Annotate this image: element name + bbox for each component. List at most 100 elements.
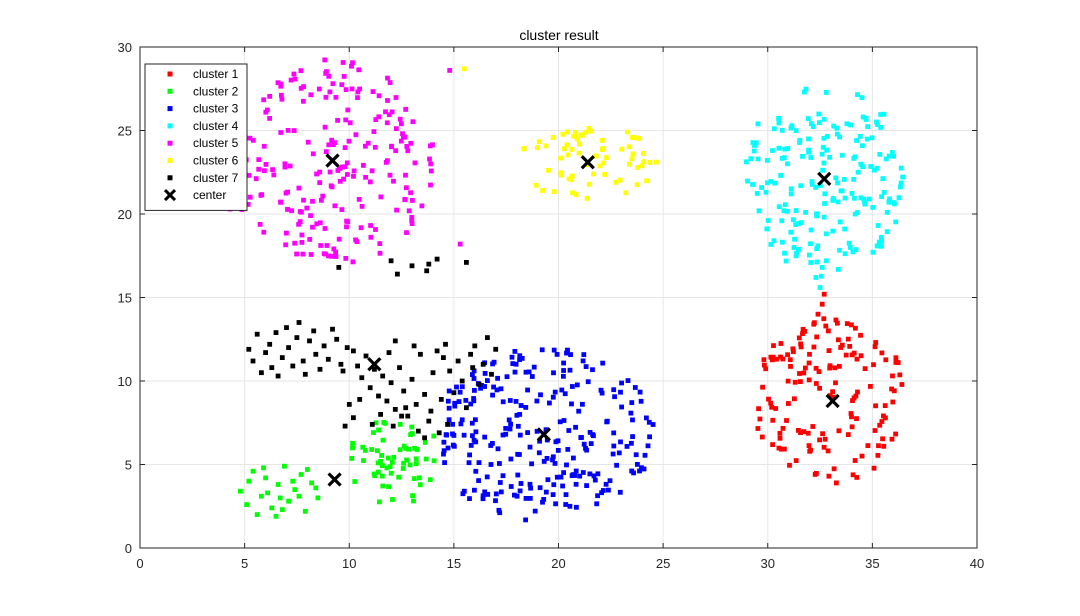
cluster-5-point	[329, 253, 334, 259]
cluster-5-point	[428, 161, 434, 167]
cluster-3-point	[469, 420, 475, 426]
cluster-2-point	[350, 445, 355, 451]
cluster-4-point	[765, 180, 770, 186]
cluster-2-point	[407, 462, 413, 468]
cluster-4-point	[793, 128, 799, 133]
legend-item-cluster-6[interactable]: cluster 6	[167, 154, 239, 168]
cluster-3-point	[554, 474, 560, 480]
cluster-3-point	[472, 388, 477, 393]
cluster-4-point	[810, 124, 816, 129]
legend-item-cluster-4[interactable]: cluster 4	[167, 119, 239, 133]
legend-item-cluster-7[interactable]: cluster 7	[167, 171, 239, 185]
cluster-4-point	[865, 124, 871, 129]
cluster-4-point	[878, 112, 884, 117]
cluster-5-point	[284, 230, 289, 236]
cluster-3-point	[635, 462, 640, 467]
cluster-1-point	[872, 344, 878, 350]
cluster-2-point	[388, 470, 394, 476]
cluster-5-point	[365, 140, 371, 146]
cluster-5-point	[292, 76, 298, 82]
cluster-4-point	[821, 214, 827, 220]
cluster-7-point	[436, 430, 442, 436]
cluster-3-point	[495, 446, 501, 452]
cluster-4-point	[824, 147, 830, 153]
cluster-4-point	[875, 122, 880, 127]
cluster-5-point	[363, 174, 368, 180]
cluster-5-point	[377, 241, 383, 246]
cluster-1-point	[806, 377, 812, 383]
cluster-5-point	[294, 251, 299, 257]
cluster-5-point	[351, 173, 356, 179]
cluster-4-point	[898, 165, 904, 171]
cluster-7-point	[336, 265, 342, 270]
cluster-4-point	[874, 243, 880, 249]
cluster-3-point	[650, 422, 656, 427]
cluster-5-point	[282, 164, 288, 170]
cluster-3-point	[606, 487, 611, 493]
cluster-3-point	[525, 430, 530, 435]
cluster-5-point	[308, 92, 314, 98]
legend[interactable]: cluster 1 cluster 2 cluster 3 cluster 4 clus…	[144, 63, 248, 211]
legend-item-center[interactable]: center	[163, 188, 226, 202]
cluster-3-point	[618, 439, 623, 445]
cluster-4-point	[776, 120, 782, 126]
cluster-1-point	[893, 355, 899, 361]
cluster-2-point	[373, 420, 379, 426]
cluster-3-point	[507, 398, 513, 403]
cluster-3-point	[441, 451, 446, 457]
legend-item-cluster-1[interactable]: cluster 1	[167, 67, 239, 81]
cluster-6-point	[580, 132, 585, 138]
cluster-1-point	[868, 384, 873, 389]
cluster-7-point	[330, 326, 335, 332]
cluster-1-point	[897, 372, 903, 378]
cluster-3-point	[599, 390, 605, 396]
cluster-2-point	[313, 485, 319, 491]
cluster-1-point	[881, 443, 887, 449]
cluster-6-point	[601, 160, 606, 166]
cluster-2-point	[406, 446, 412, 452]
cluster-4-point	[768, 242, 774, 247]
cluster-4-point	[835, 199, 841, 205]
legend-label: cluster 1	[193, 67, 239, 81]
cluster-5-point	[403, 172, 408, 178]
cluster-5-point	[410, 119, 416, 125]
cluster-1-point	[817, 385, 822, 391]
cluster-3-point	[563, 492, 569, 497]
cluster-7-point	[428, 408, 434, 414]
cluster-4-point	[817, 285, 823, 290]
cluster-1-point	[774, 356, 779, 362]
cluster-3-point	[523, 369, 529, 375]
cluster-4-point	[776, 116, 781, 121]
cluster-1-point	[854, 475, 860, 480]
cluster-5-point	[279, 96, 285, 102]
cluster-5-point	[322, 57, 328, 63]
legend-item-cluster-5[interactable]: cluster 5	[167, 136, 239, 150]
cluster-7-point	[395, 271, 400, 277]
cluster-3-point	[644, 415, 649, 421]
cluster-4-point	[866, 196, 872, 202]
cluster-4-point	[789, 123, 795, 129]
cluster-5-point	[363, 143, 368, 149]
legend-item-cluster-2[interactable]: cluster 2	[167, 84, 239, 98]
cluster-4-point	[772, 180, 778, 186]
cluster-4-point	[819, 151, 825, 157]
cluster-3-point	[581, 352, 587, 357]
cluster-1-point	[787, 462, 792, 468]
cluster-2-point	[416, 475, 422, 481]
center-marker	[325, 153, 340, 168]
cluster-5-point	[305, 139, 311, 145]
cluster-4-point	[824, 134, 830, 139]
legend-item-cluster-3[interactable]: cluster 3	[167, 102, 239, 116]
cluster-3-point	[611, 387, 617, 393]
cluster-5-point	[361, 163, 366, 168]
cluster-5-point	[310, 224, 315, 230]
cluster-2-point	[298, 472, 304, 477]
cluster-5-point	[345, 107, 351, 113]
cluster-1-point	[816, 369, 822, 374]
cluster-1-point	[759, 434, 765, 440]
cluster-4-point	[835, 180, 840, 186]
cluster-2-point	[309, 480, 314, 486]
cluster-5-point	[373, 117, 379, 122]
cluster-5-point	[308, 213, 313, 218]
cluster-3-point	[551, 482, 557, 488]
